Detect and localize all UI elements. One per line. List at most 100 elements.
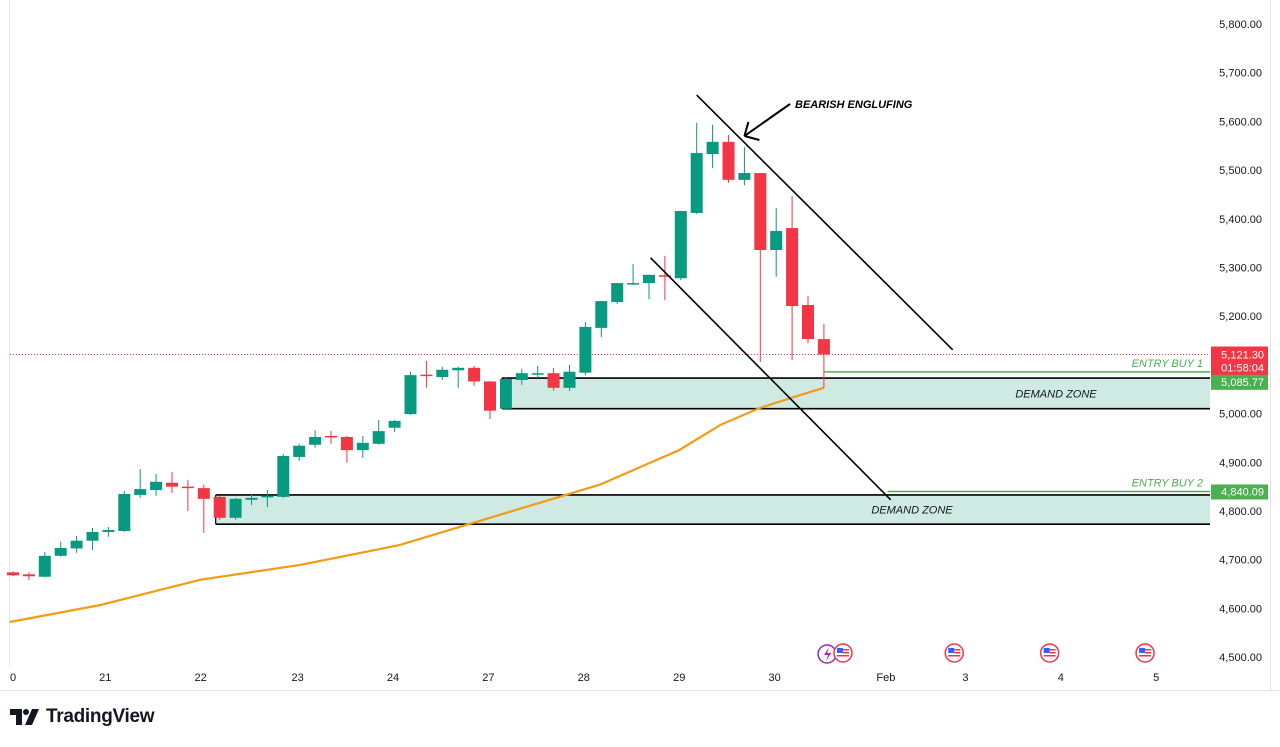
x-tick-label: 4 xyxy=(1058,672,1064,684)
candle-bullish xyxy=(579,326,592,373)
candle-bullish xyxy=(436,369,449,378)
x-tick-label: 29 xyxy=(673,672,685,684)
y-tick-label: 5,000.00 xyxy=(1219,409,1262,421)
candle-bearish xyxy=(7,572,19,576)
x-tick-label: 21 xyxy=(99,672,111,684)
x-tick-label: 5 xyxy=(1153,672,1159,684)
candle-bullish xyxy=(356,442,369,451)
candle-bearish xyxy=(547,373,560,388)
candle-bullish xyxy=(690,153,703,213)
x-tick-label: 28 xyxy=(578,672,590,684)
us-economic-event-icon[interactable] xyxy=(833,643,853,663)
candle-bullish xyxy=(372,431,385,444)
candle-bullish xyxy=(54,548,67,556)
candle-bearish xyxy=(722,141,735,180)
candle-bullish xyxy=(70,540,83,549)
candle-bullish xyxy=(563,371,576,388)
candle-bearish xyxy=(325,436,337,438)
y-tick-label: 4,500.00 xyxy=(1219,652,1262,664)
candle-bearish xyxy=(484,381,496,411)
candle-bearish xyxy=(468,367,481,382)
entry-price-tag xyxy=(1211,484,1268,500)
y-tick-label: 5,800.00 xyxy=(1219,19,1262,31)
candle-bullish xyxy=(309,436,322,445)
x-tick-label: 30 xyxy=(768,672,780,684)
trendline xyxy=(696,94,954,351)
candle-bullish xyxy=(515,373,528,380)
tradingview-logo-icon xyxy=(10,709,39,725)
candle-bullish xyxy=(404,375,417,415)
candle-bullish xyxy=(595,301,608,328)
candle-bearish xyxy=(802,304,814,340)
candle-bullish xyxy=(738,173,751,180)
demand-zone-rect xyxy=(501,378,1210,409)
candle-bearish xyxy=(213,496,226,518)
bar-countdown: 01:58:04 xyxy=(1221,363,1264,375)
candle-bullish xyxy=(611,283,624,303)
entry-price-value: 4,840.09 xyxy=(1221,486,1264,498)
candle-bullish xyxy=(261,495,274,498)
tradingview-logo[interactable]: TradingView xyxy=(10,706,155,728)
y-tick-label: 5,200.00 xyxy=(1219,311,1262,323)
x-tick-label: 0 xyxy=(10,672,16,684)
candle-bearish xyxy=(658,275,671,277)
entry-label: ENTRY BUY 2 xyxy=(1132,477,1203,489)
y-tick-label: 5,500.00 xyxy=(1219,165,1262,177)
brand-name: TradingView xyxy=(46,706,155,727)
candle-bullish xyxy=(118,493,131,531)
trendline xyxy=(650,257,892,501)
demand-zone-label: DEMAND ZONE xyxy=(871,505,953,517)
candle-bullish xyxy=(531,373,544,375)
candle-bullish xyxy=(229,498,242,518)
demand-zone-label: DEMAND ZONE xyxy=(1015,388,1097,400)
candle-bearish xyxy=(754,173,767,250)
us-economic-event-icon[interactable] xyxy=(1039,643,1060,663)
y-tick-label: 5,300.00 xyxy=(1219,263,1262,275)
entry-price-value: 5,085.77 xyxy=(1221,377,1264,389)
entry-price-tag xyxy=(1211,374,1268,390)
candle-bearish xyxy=(166,482,178,487)
candle-bullish xyxy=(134,489,147,495)
candle-bullish xyxy=(706,141,719,155)
y-tick-label: 5,400.00 xyxy=(1219,214,1262,226)
current-price-tag xyxy=(1211,346,1268,376)
entry-label: ENTRY BUY 1 xyxy=(1132,358,1203,370)
annotation-text: BEARISH ENGLUFING xyxy=(795,99,913,111)
candle-bearish xyxy=(420,374,433,377)
candle-bearish xyxy=(786,228,799,306)
candle-bullish xyxy=(643,274,655,284)
candle-bullish xyxy=(86,531,99,541)
y-tick-label: 5,700.00 xyxy=(1219,68,1262,80)
candle-bullish xyxy=(674,211,687,279)
x-tick-label: 23 xyxy=(291,672,303,684)
x-tick-label: 24 xyxy=(387,672,399,684)
x-tick-label: Feb xyxy=(876,672,895,684)
candle-bullish xyxy=(388,420,401,428)
y-tick-label: 4,600.00 xyxy=(1219,603,1262,615)
candle-bearish xyxy=(197,488,210,499)
candle-bearish xyxy=(22,574,35,577)
us-economic-event-icon[interactable] xyxy=(1135,643,1155,663)
arrow-icon xyxy=(743,103,791,141)
y-tick-label: 4,900.00 xyxy=(1219,457,1262,469)
candle-bullish xyxy=(770,230,783,250)
candle-bullish xyxy=(38,555,51,577)
candle-bullish xyxy=(452,367,465,371)
us-economic-event-icon[interactable] xyxy=(944,643,965,663)
current-price-value: 5,121.30 xyxy=(1221,350,1264,362)
candle-bullish xyxy=(627,283,640,285)
demand-zone-rect xyxy=(215,494,1210,525)
candle-bullish xyxy=(293,445,306,457)
y-tick-label: 4,700.00 xyxy=(1219,555,1262,567)
candle-bearish xyxy=(181,486,194,489)
candle-bullish xyxy=(277,455,290,497)
y-tick-label: 4,800.00 xyxy=(1219,506,1262,518)
candle-bullish xyxy=(499,379,512,409)
candle-bearish xyxy=(340,436,353,451)
moving-average-line xyxy=(9,386,825,624)
candle-bullish xyxy=(102,529,115,532)
x-tick-label: 3 xyxy=(962,672,968,684)
x-tick-label: 22 xyxy=(194,672,206,684)
y-tick-label: 5,600.00 xyxy=(1219,116,1262,128)
